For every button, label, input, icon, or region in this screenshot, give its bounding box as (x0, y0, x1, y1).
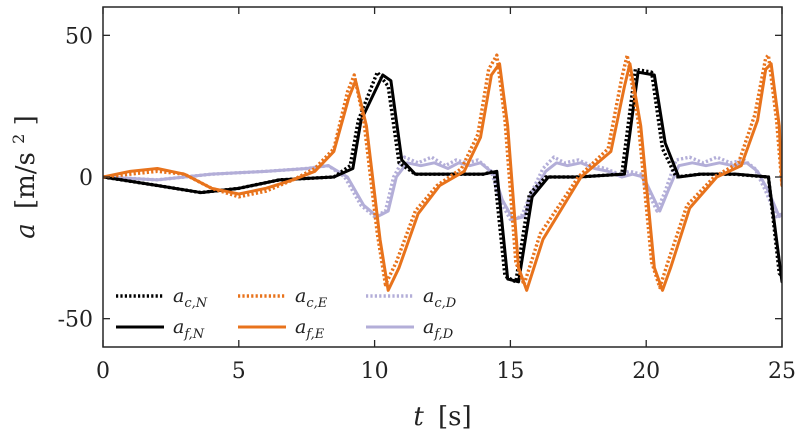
y-tick-label: 50 (65, 24, 93, 49)
legend-item-c-D: ac,D (366, 285, 457, 311)
plot-area (103, 7, 782, 347)
legend-item-f-E: af,E (238, 316, 325, 342)
x-tick-label: 0 (96, 359, 110, 384)
x-axis-symbol: t (413, 402, 424, 432)
series-line-c-E (103, 53, 782, 290)
legend-item-f-N: af,N (116, 316, 205, 342)
y-axis-unit-end: ] (11, 115, 41, 125)
x-tick-label: 5 (232, 359, 246, 384)
legend-label: af,N (173, 316, 205, 342)
legend-item-c-N: ac,N (116, 285, 208, 311)
legend-label: af,E (295, 316, 325, 342)
legend: ac,N ac,E ac,D af,N af,E af,D (116, 285, 457, 342)
legend-label: ac,N (173, 285, 208, 311)
series-line-c-D (103, 155, 782, 222)
x-tick-label: 15 (496, 359, 524, 384)
y-axis-label: a [m/s 2 ] (1, 115, 41, 239)
y-axis-unit-superscript: 2 (9, 134, 28, 144)
series-line-f-N (103, 70, 782, 284)
x-tick-label: 25 (768, 359, 796, 384)
x-axis-label: t [s] (413, 402, 471, 432)
ticks-layer: 0 5 10 15 20 25 -50 0 50 (58, 7, 796, 384)
y-axis-symbol: a (11, 223, 41, 239)
legend-label: ac,E (295, 285, 328, 311)
y-tick-label: 0 (79, 166, 93, 191)
series-line-f-E (103, 62, 782, 292)
x-tick-label: 10 (361, 359, 389, 384)
x-axis-unit: [s] (438, 402, 472, 432)
x-tick-label: 20 (632, 359, 660, 384)
legend-label: af,D (423, 316, 454, 342)
legend-item-f-D: af,D (366, 316, 454, 342)
series-layer (103, 53, 782, 292)
legend-label: ac,D (423, 285, 457, 311)
y-tick-label: -50 (58, 308, 93, 333)
legend-item-c-E: ac,E (238, 285, 328, 311)
y-axis-unit: [m/s (11, 152, 41, 209)
